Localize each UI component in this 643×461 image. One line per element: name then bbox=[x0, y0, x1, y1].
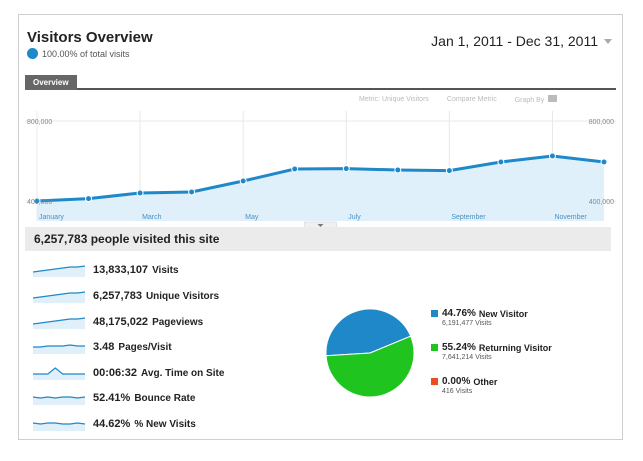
x-tick-label: November bbox=[554, 214, 587, 221]
metric-row[interactable]: 3.48 Pages/Visit bbox=[33, 339, 172, 355]
segment-pie-icon bbox=[27, 48, 38, 59]
series-line bbox=[36, 154, 605, 203]
tab-bar: Overview bbox=[25, 75, 616, 90]
legend-visits: 6,191,477 Visits bbox=[442, 320, 492, 327]
chevron-down-icon[interactable] bbox=[604, 38, 612, 44]
metric-label[interactable]: % New Visits bbox=[134, 418, 196, 430]
sparkline bbox=[33, 396, 85, 405]
legend-item[interactable]: 55.24% Returning Visitor 7,641,214 Visits bbox=[431, 342, 552, 361]
segment-summary: 100.00% of total visits bbox=[27, 48, 130, 59]
legend-swatch bbox=[431, 378, 438, 385]
data-point[interactable] bbox=[548, 152, 556, 160]
metric-row[interactable]: 52.41% Bounce Rate bbox=[33, 390, 195, 406]
tab-overview[interactable]: Overview bbox=[25, 75, 77, 90]
metric-row[interactable]: 48,175,022 Pageviews bbox=[33, 314, 203, 330]
visitor-type-pie-chart bbox=[325, 308, 415, 398]
legend-item[interactable]: 0.00% Other 416 Visits bbox=[431, 376, 497, 395]
metric-label[interactable]: Visits bbox=[152, 264, 179, 276]
x-tick-label: January bbox=[39, 214, 64, 221]
metric-selector[interactable]: Metric: Unique Visitors bbox=[359, 96, 429, 103]
data-point[interactable] bbox=[445, 167, 453, 175]
chart-controls: Metric: Unique Visitors Compare Metric G… bbox=[359, 95, 558, 104]
visitors-overview-panel: Visitors Overview 100.00% of total visit… bbox=[18, 14, 623, 440]
sparkline bbox=[33, 422, 85, 431]
x-tick-label: May bbox=[245, 214, 259, 221]
visitors-line-chart: 800,000 400,000 400,000 800,000 January March… bbox=[25, 111, 616, 229]
data-point[interactable] bbox=[188, 188, 196, 196]
metric-label[interactable]: Avg. Time on Site bbox=[141, 367, 225, 379]
legend-name[interactable]: New Visitor bbox=[478, 308, 528, 319]
graph-by-icon[interactable] bbox=[548, 95, 558, 102]
data-point[interactable] bbox=[291, 165, 299, 173]
summary-headline: 6,257,783 people visited this site bbox=[25, 227, 611, 251]
graph-by-label: Graph By bbox=[514, 97, 545, 104]
metric-row[interactable]: 00:06:32 Avg. Time on Site bbox=[33, 365, 224, 381]
chevron-down-icon bbox=[317, 224, 324, 227]
segment-percent-text: 100.00% of total visits bbox=[42, 48, 130, 59]
page-title: Visitors Overview bbox=[27, 29, 153, 46]
sparkline bbox=[33, 344, 85, 354]
metric-label[interactable]: Unique Visitors bbox=[145, 290, 220, 302]
graph-by-control[interactable]: Graph By bbox=[515, 95, 558, 104]
legend-name[interactable]: Returning Visitor bbox=[478, 342, 552, 353]
y-tick-label: 800,000 bbox=[27, 119, 52, 126]
sparkline bbox=[33, 317, 85, 329]
data-point[interactable] bbox=[239, 177, 247, 185]
legend-percent: 55.24% bbox=[442, 342, 476, 353]
metric-label[interactable]: Pageviews bbox=[152, 316, 204, 328]
metric-row[interactable]: 44.62%% New Visits bbox=[33, 416, 196, 432]
series-area bbox=[37, 156, 604, 221]
legend-swatch bbox=[431, 344, 438, 351]
x-tick-label: September bbox=[451, 214, 486, 221]
date-range-text: Jan 1, 2011 - Dec 31, 2011 bbox=[431, 33, 598, 49]
metric-row[interactable]: 13,833,107 Visits bbox=[33, 262, 179, 278]
pie-slice[interactable] bbox=[325, 335, 415, 398]
data-point[interactable] bbox=[136, 189, 144, 197]
metric-value: 3.48 bbox=[93, 341, 115, 353]
legend-visits: 7,641,214 Visits bbox=[442, 354, 492, 361]
legend-item[interactable]: 44.76% New Visitor 6,191,477 Visits bbox=[431, 308, 528, 327]
legend-percent: 0.00% bbox=[442, 376, 471, 387]
sparkline bbox=[33, 367, 85, 380]
metric-value: 44.62% bbox=[93, 418, 131, 430]
x-tick-label: March bbox=[142, 214, 162, 221]
data-point[interactable] bbox=[85, 195, 93, 203]
metric-row[interactable]: 6,257,783 Unique Visitors bbox=[33, 288, 219, 304]
legend-swatch bbox=[431, 310, 438, 317]
data-point[interactable] bbox=[394, 166, 402, 174]
y-tick-label: 800,000 bbox=[589, 119, 614, 126]
y-tick-label: 400,000 bbox=[589, 199, 614, 206]
metric-value: 6,257,783 bbox=[93, 290, 142, 302]
metric-value: 52.41% bbox=[93, 392, 131, 404]
sparkline bbox=[33, 291, 85, 303]
metric-value: 48,175,022 bbox=[93, 316, 149, 328]
metric-label[interactable]: Bounce Rate bbox=[134, 392, 196, 404]
data-point[interactable] bbox=[600, 158, 608, 166]
legend-visits: 416 Visits bbox=[442, 388, 473, 395]
metric-label[interactable]: Pages/Visit bbox=[118, 341, 172, 353]
data-point[interactable] bbox=[497, 158, 505, 166]
legend-percent: 44.76% bbox=[442, 308, 476, 319]
compare-metric-link[interactable]: Compare Metric bbox=[446, 96, 497, 103]
sparkline bbox=[33, 265, 85, 277]
legend-name[interactable]: Other bbox=[473, 376, 498, 387]
pie-slice[interactable] bbox=[325, 308, 412, 357]
data-point[interactable] bbox=[342, 165, 350, 173]
y-tick-label: 400,000 bbox=[27, 199, 52, 206]
date-range-picker[interactable]: Jan 1, 2011 - Dec 31, 2011 bbox=[431, 33, 612, 49]
metric-value: 00:06:32 bbox=[93, 367, 138, 379]
data-point[interactable] bbox=[33, 197, 41, 205]
metric-value: 13,833,107 bbox=[93, 264, 149, 276]
x-tick-label: July bbox=[348, 214, 361, 221]
